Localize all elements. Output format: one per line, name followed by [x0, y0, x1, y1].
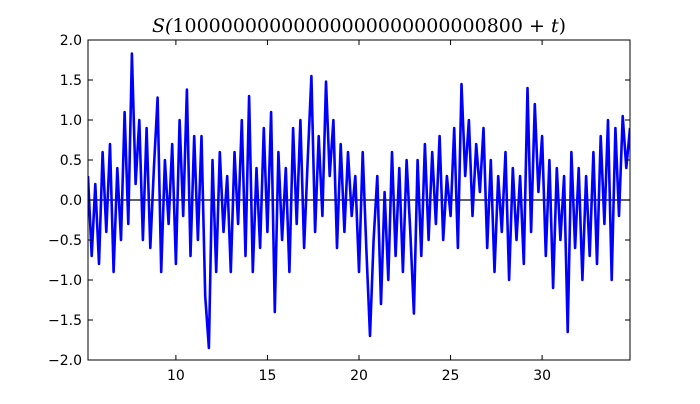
y-tick-label: 2.0 [60, 33, 82, 49]
y-tick-label: −0.5 [48, 233, 82, 249]
y-tick-label: 0.5 [60, 153, 82, 169]
y-tick-label: 1.5 [60, 73, 82, 89]
series-line [88, 54, 630, 348]
x-tick-label: 15 [259, 368, 277, 384]
title-function: S( [152, 15, 173, 37]
x-tick-label: 20 [350, 368, 368, 384]
y-tick-label: −1.5 [48, 313, 82, 329]
title-number: 10000000000000000000000000800 [172, 15, 523, 37]
y-tick-label: −2.0 [48, 353, 82, 369]
x-tick-label: 25 [442, 368, 460, 384]
chart-title: S(10000000000000000000000000800 + t) [152, 15, 566, 37]
title-close: ) [559, 15, 566, 37]
y-tick-label: 1.0 [60, 113, 82, 129]
y-tick-label: 0.0 [60, 193, 82, 209]
title-plus: + [523, 15, 551, 37]
x-tick-label: 10 [167, 368, 185, 384]
x-tick-label: 30 [533, 368, 551, 384]
series-group [88, 54, 630, 348]
y-tick-label: −1.0 [48, 273, 82, 289]
